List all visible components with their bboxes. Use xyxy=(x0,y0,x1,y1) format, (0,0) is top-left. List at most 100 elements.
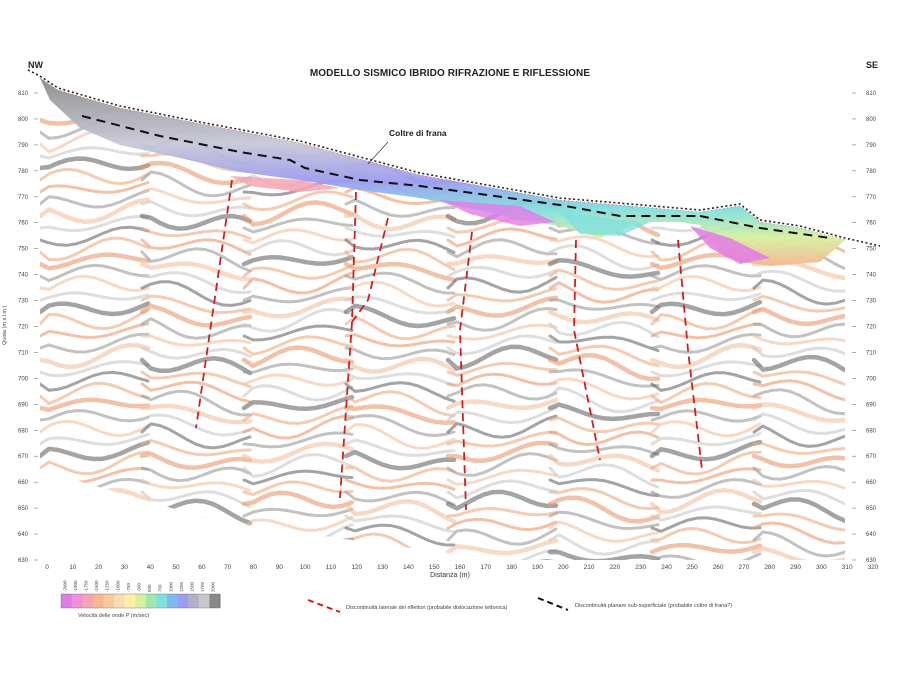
y-tick-right-650: 650 xyxy=(866,506,877,512)
y-axis-left: 810 800 790 780 770 760 750 740 730 720 710 700 690 6… xyxy=(18,91,38,564)
y-tick-left-670: 670 xyxy=(18,454,29,460)
reflection-band-97 xyxy=(242,307,354,333)
reflection-band-199 xyxy=(448,577,556,591)
reflection-band-67 xyxy=(140,439,252,457)
colorbar-label-10: 1000 xyxy=(168,581,173,592)
reflection-band-192 xyxy=(445,489,559,511)
y-tick-left-640: 640 xyxy=(18,532,29,538)
reflection-band-60 xyxy=(139,356,253,376)
reflection-band-254 xyxy=(650,275,762,293)
reflection-band-114 xyxy=(242,515,354,532)
y-axis-right: 810 800 790 780 770 760 750 740 730 720 710 700 690 6… xyxy=(852,91,877,564)
reflection-band-302 xyxy=(752,379,845,403)
reflection-band-259 xyxy=(650,332,762,354)
y-tick-left-740: 740 xyxy=(18,273,29,279)
x-tick-180: 180 xyxy=(506,564,517,571)
y-tick-left-810: 810 xyxy=(18,91,29,97)
reflection-band-216 xyxy=(547,309,661,325)
reflection-band-136 xyxy=(343,303,457,329)
reflection-band-305 xyxy=(752,412,845,435)
reflection-band-106 xyxy=(242,414,354,440)
fault-1 xyxy=(195,179,233,429)
reflection-band-260 xyxy=(649,342,763,370)
reflection-band-94 xyxy=(242,271,354,295)
reflection-band-119 xyxy=(244,578,352,592)
reflection-band-273 xyxy=(650,505,762,522)
reflection-band-204 xyxy=(547,163,661,182)
colorbar-swatch-2 xyxy=(82,594,94,608)
reflection-band-17 xyxy=(40,308,150,331)
reflection-band-20 xyxy=(40,342,151,369)
reflection-band-319 xyxy=(754,588,862,598)
reflection-band-161 xyxy=(446,120,558,136)
reflection-band-27 xyxy=(40,432,150,446)
reflection-band-22 xyxy=(40,370,150,392)
y-tick-left-780: 780 xyxy=(18,169,29,175)
reflection-band-150 xyxy=(344,478,456,491)
reflection-band-32 xyxy=(40,487,151,515)
colorbar-swatch-14 xyxy=(209,594,221,608)
reflection-band-9 xyxy=(40,214,150,233)
reflection-band-35 xyxy=(40,526,150,544)
colorbar-swatch-1 xyxy=(71,594,83,608)
reflection-band-95 xyxy=(242,286,354,304)
y-tick-left-650: 650 xyxy=(18,506,29,512)
reflection-band-159 xyxy=(346,587,454,598)
reflection-band-147 xyxy=(344,438,456,457)
reflection-band-181 xyxy=(446,361,558,377)
reflection-band-36 xyxy=(40,542,151,555)
x-tick-230: 230 xyxy=(635,564,646,571)
reflection-band-277 xyxy=(650,552,762,560)
reflection-band-256 xyxy=(649,299,763,317)
x-tick-290: 290 xyxy=(790,564,801,571)
reflection-band-107 xyxy=(242,431,354,449)
reflection-band-66 xyxy=(140,422,252,450)
y-tick-left-690: 690 xyxy=(18,402,29,408)
reflection-band-247 xyxy=(650,188,762,209)
reflection-band-16 xyxy=(40,301,151,317)
reflection-band-261 xyxy=(650,360,762,378)
y-tick-right-630: 630 xyxy=(866,558,877,564)
nw-direction-label: NW xyxy=(28,60,43,70)
velocity-layer xyxy=(40,78,845,266)
reflection-band-160 xyxy=(445,109,559,126)
colorbar-swatch-8 xyxy=(145,594,157,608)
reflection-band-214 xyxy=(548,280,660,304)
colorbar-swatch-9 xyxy=(156,594,168,608)
reflection-band-312 xyxy=(751,497,845,526)
y-tick-right-800: 800 xyxy=(866,117,877,123)
reflection-band-63 xyxy=(140,389,252,417)
reflection-band-165 xyxy=(446,162,558,187)
y-tick-right-780: 780 xyxy=(866,169,877,175)
reflection-band-138 xyxy=(344,333,456,348)
reflection-band-24 xyxy=(40,397,151,413)
reflection-band-270 xyxy=(650,467,762,485)
reflection-band-266 xyxy=(650,420,762,438)
reflection-band-303 xyxy=(752,388,845,416)
reflection-band-23 xyxy=(40,381,150,406)
reflection-band-222 xyxy=(548,377,660,401)
x-tick-110: 110 xyxy=(326,564,337,571)
reflection-band-62 xyxy=(140,380,252,404)
reflection-band-175 xyxy=(446,287,558,303)
reflection-band-187 xyxy=(446,430,558,448)
reflection-band-243 xyxy=(650,146,762,159)
reflection-band-59 xyxy=(140,346,252,360)
x-tick-300: 300 xyxy=(816,564,827,571)
reflection-band-148 xyxy=(343,449,457,471)
reflection-band-221 xyxy=(548,368,660,388)
x-tick-220: 220 xyxy=(609,564,620,571)
x-tick-250: 250 xyxy=(687,564,698,571)
reflection-band-137 xyxy=(344,315,456,341)
colorbar-label-9: 750 xyxy=(158,584,163,592)
reflection-band-212 xyxy=(547,258,661,279)
reflection-band-245 xyxy=(650,168,762,186)
reflection-band-18 xyxy=(40,322,150,339)
reflection-band-194 xyxy=(446,517,558,532)
reflection-band-275 xyxy=(650,527,762,545)
reflection-band-13 xyxy=(40,263,150,283)
reflection-band-91 xyxy=(242,239,354,257)
x-tick-60: 60 xyxy=(198,564,206,571)
reflection-band-262 xyxy=(650,371,762,392)
reflection-band-276 xyxy=(649,542,763,555)
